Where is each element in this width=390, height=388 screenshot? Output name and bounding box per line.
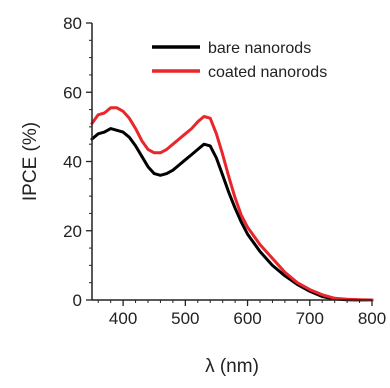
- legend-label-bare-nanorods: bare nanorods: [208, 40, 311, 57]
- x-tick-label-700: 700: [296, 309, 324, 328]
- series-line-coated-nanorods: [90, 106, 374, 302]
- x-tick-label-600: 600: [233, 309, 261, 328]
- y-tick-label-60: 60: [63, 83, 82, 102]
- series-layer: [90, 106, 374, 302]
- legend: bare nanorods coated nanorods: [152, 40, 327, 81]
- x-tick-label-800: 800: [358, 309, 386, 328]
- x-axis-label: λ (nm): [205, 356, 259, 377]
- y-tick-label-0: 0: [73, 291, 82, 310]
- ticks-layer: 0 20 40 60 80 400 500 600 700 800: [63, 14, 386, 328]
- series-line-bare-nanorods: [90, 127, 374, 302]
- y-axis-label: IPCE (%): [20, 122, 41, 201]
- legend-label-coated-nanorods: coated nanorods: [208, 64, 327, 81]
- y-tick-label-40: 40: [63, 153, 82, 172]
- x-tick-label-500: 500: [171, 309, 199, 328]
- y-tick-label-20: 20: [63, 222, 82, 241]
- y-tick-label-80: 80: [63, 14, 82, 33]
- x-tick-label-400: 400: [109, 309, 137, 328]
